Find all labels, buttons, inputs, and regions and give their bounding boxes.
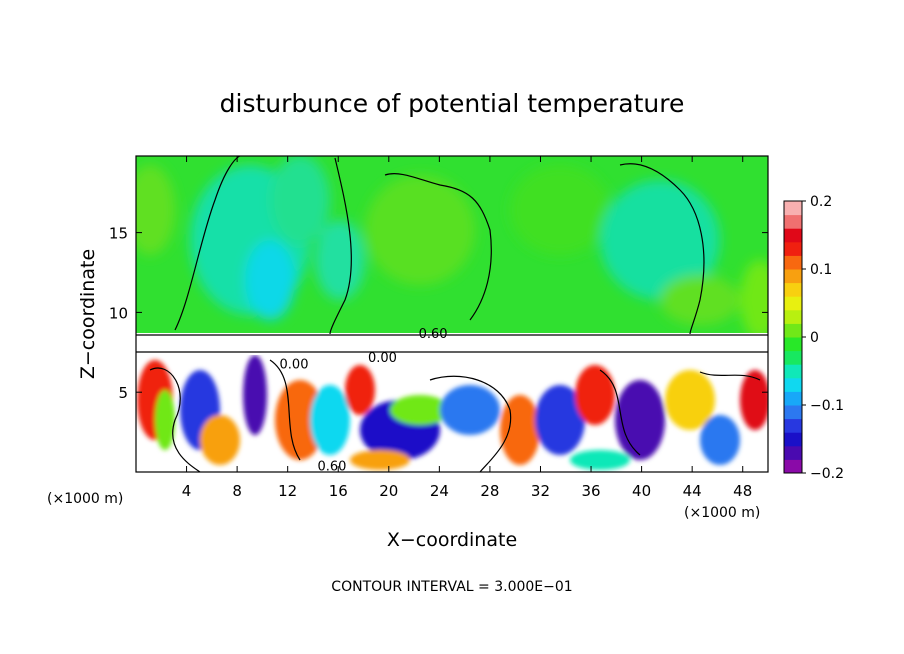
x-tick-label: 44 xyxy=(683,482,702,500)
colorbar-segment xyxy=(784,350,802,365)
colorbar-segment xyxy=(784,282,802,297)
colorbar-segment xyxy=(784,459,802,474)
colorbar-segment xyxy=(784,241,802,256)
colorbar-tick-label: −0.2 xyxy=(810,466,844,482)
colorbar-segment xyxy=(784,269,802,284)
colorbar-segment xyxy=(784,418,802,433)
colorbar-segment xyxy=(784,445,802,460)
x-tick-label: 24 xyxy=(430,482,449,500)
x-tick-label: 28 xyxy=(480,482,499,500)
y-axis: 5 10 15 xyxy=(109,225,768,402)
x-tick-label: 8 xyxy=(232,482,242,500)
colorbar-segment xyxy=(784,255,802,270)
colorbar-segment xyxy=(784,432,802,447)
field-plot xyxy=(136,156,768,472)
colorbar-tick-label: 0.2 xyxy=(810,194,832,210)
x-tick-label: 20 xyxy=(379,482,398,500)
colorbar: 0.2 0.1 0 −0.1 −0.2 xyxy=(783,194,844,482)
inversion-band xyxy=(136,333,768,355)
x-tick-label: 32 xyxy=(531,482,550,500)
colorbar-segment xyxy=(784,364,802,379)
plot-frame xyxy=(135,155,769,473)
colorbar-tick-label: 0.1 xyxy=(810,262,832,278)
colorbar-segment xyxy=(784,309,802,324)
colorbar-tick-label: −0.1 xyxy=(810,398,844,414)
x-tick-label: 36 xyxy=(581,482,600,500)
x-tick-label: 4 xyxy=(182,482,192,500)
x-tick-label: 48 xyxy=(733,482,752,500)
contour-label: 0.60 xyxy=(419,327,448,342)
x-tick-label: 16 xyxy=(329,482,348,500)
colorbar-segment xyxy=(784,405,802,420)
x-tick-label: 40 xyxy=(632,482,651,500)
x-axis-label: X−coordinate xyxy=(387,529,517,551)
y-tick-label: 15 xyxy=(109,225,128,243)
x-unit-right: (×1000 m) xyxy=(684,505,760,521)
contour-label-group: 0.60 0.00 0.00 0.60 xyxy=(280,327,448,474)
contour-label: 0.00 xyxy=(368,351,397,366)
y-tick-label: 10 xyxy=(109,304,128,322)
y-tick-label: 5 xyxy=(118,384,128,402)
colorbar-segment xyxy=(784,296,802,311)
colorbar-tick-label: 0 xyxy=(810,330,819,346)
x-axis: 4 8 12 16 20 24 28 32 36 40 44 48 xyxy=(182,156,752,500)
y-axis-label: Z−coordinate xyxy=(77,249,99,379)
colorbar-segment xyxy=(784,201,802,216)
colorbar-segment xyxy=(784,337,802,352)
contour-label: 0.60 xyxy=(317,460,346,475)
upper-layer-plumes xyxy=(136,156,768,340)
lower-layer-swirls xyxy=(137,355,768,470)
colorbar-segment xyxy=(784,377,802,392)
colorbar-segment xyxy=(784,391,802,406)
chart-title: disturbunce of potential temperature xyxy=(220,89,685,118)
contour-interval-note: CONTOUR INTERVAL = 3.000E−01 xyxy=(331,579,572,595)
colorbar-segment xyxy=(784,323,802,338)
colorbar-segment xyxy=(784,214,802,229)
x-tick-label: 12 xyxy=(278,482,297,500)
colorbar-segment xyxy=(784,228,802,243)
contour-lines xyxy=(136,156,768,472)
contour-label: 0.00 xyxy=(280,357,309,372)
x-unit-left: (×1000 m) xyxy=(47,491,123,507)
